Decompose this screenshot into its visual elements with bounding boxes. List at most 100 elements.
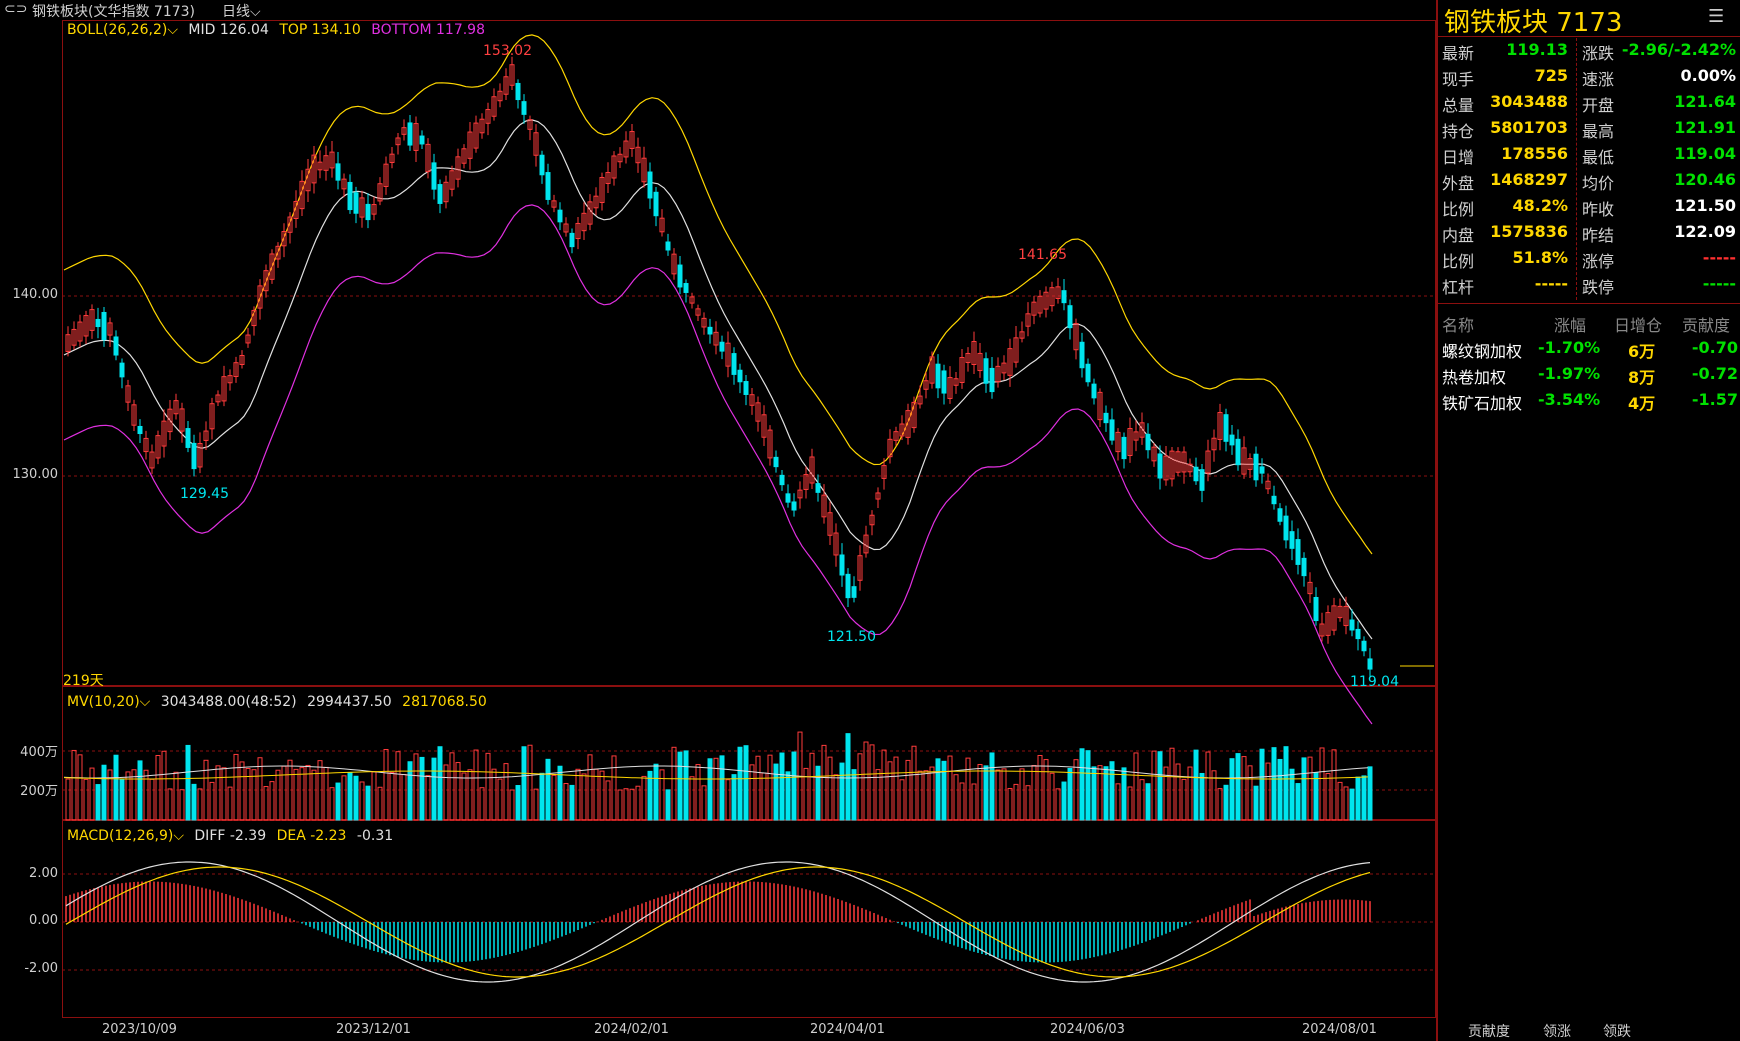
tab-leading-down[interactable]: 领跌 [1603, 1024, 1631, 1040]
tab-leading-up[interactable]: 领涨 [1543, 1024, 1571, 1040]
period-selector[interactable]: 日线⌵ [222, 4, 261, 20]
quote-row: 涨停 ----- [1582, 248, 1736, 274]
mv-ma10: 2994437.50 [307, 694, 392, 710]
volume-bar [1157, 751, 1163, 821]
volume-bar [101, 764, 107, 821]
volume-bar [1277, 758, 1283, 821]
volume-bar [359, 781, 365, 821]
volume-bar [533, 788, 539, 821]
candle-body [725, 342, 731, 367]
volume-bar [833, 774, 839, 821]
contrib-header: 贡献度 [1682, 316, 1731, 335]
macd-value: -0.31 [356, 828, 394, 844]
quote-row: 比例 48.2% [1442, 196, 1574, 222]
candle-body [455, 156, 461, 180]
volume-bar [689, 776, 695, 821]
volume-bar [431, 757, 437, 821]
candle-body [347, 181, 353, 211]
volume-bar [1325, 773, 1331, 821]
volume-bar [629, 788, 635, 821]
chevron-down-icon[interactable]: ⌵ [173, 828, 184, 844]
volume-bar [611, 755, 617, 821]
macd-diff-line [65, 861, 1371, 983]
trough-label: 121.50 [827, 629, 876, 645]
candle-body [257, 285, 263, 309]
candle-body [959, 357, 965, 383]
candle-body [1085, 363, 1091, 383]
volume-bar [191, 783, 197, 821]
candle-body [923, 380, 929, 390]
volume-bar [107, 769, 113, 821]
chevron-down-icon[interactable]: ⌵ [167, 22, 178, 38]
boll-top: TOP 134.10 [279, 22, 361, 38]
candle-body [647, 171, 653, 199]
volume-bar [485, 752, 491, 821]
volume-bar [443, 764, 449, 821]
candle-body [653, 191, 659, 217]
candle-body [839, 554, 845, 576]
candle-body [413, 123, 419, 151]
candle-body [83, 315, 89, 337]
volume-bar [77, 754, 83, 821]
macd-dea: DEA -2.23 [276, 828, 347, 844]
candle-body [125, 385, 131, 403]
candle-body [149, 451, 155, 469]
volume-bar [1193, 749, 1199, 821]
macd-label[interactable]: MACD(12,26,9) [67, 828, 174, 844]
price-chart-area[interactable] [62, 20, 1436, 686]
quote-value: 121.64 [1674, 92, 1736, 111]
candle-body [773, 456, 779, 468]
volume-chart-area[interactable] [62, 686, 1436, 820]
candle-body [1265, 480, 1271, 490]
volume-bar [731, 774, 737, 821]
volume-bar [773, 763, 779, 821]
candle-body [323, 155, 329, 171]
candle-body [167, 408, 173, 433]
contrib-row[interactable]: 螺纹钢加权 -1.70% 6万 -0.70 [1442, 338, 1738, 364]
contrib-row[interactable]: 热卷加权 -1.97% 8万 -0.72 [1442, 364, 1738, 390]
menu-icon[interactable]: ☰ [1708, 6, 1725, 27]
candle-body [275, 245, 281, 260]
contrib-row[interactable]: 铁矿石加权 -3.54% 4万 -1.57 [1442, 390, 1738, 416]
candle-body [779, 474, 785, 486]
candle-body [449, 170, 455, 190]
chevron-down-icon[interactable]: ⌵ [139, 694, 151, 710]
volume-ma10-line [63, 765, 1369, 779]
volume-bar [407, 761, 413, 821]
volume-bar [1343, 786, 1349, 821]
quote-value: 51.8% [1512, 248, 1568, 267]
candle-body [419, 135, 425, 145]
volume-bar [827, 756, 833, 821]
volume-bar [125, 771, 131, 821]
volume-bar [665, 789, 671, 821]
candle-body [485, 109, 491, 124]
volume-bar [1037, 754, 1043, 821]
volume-bar [329, 787, 335, 821]
candle-body [767, 429, 773, 459]
candle-body [587, 201, 593, 225]
candle-body [665, 241, 671, 251]
candle-body [953, 378, 959, 386]
boll-label[interactable]: BOLL(26,26,2) [67, 22, 168, 38]
volume-bar [1115, 783, 1121, 821]
volume-bar [287, 759, 293, 821]
volume-ma20-line [63, 770, 1369, 780]
candle-body [575, 222, 581, 240]
tab-contribution[interactable]: 贡献度 [1468, 1024, 1510, 1040]
panel-title: 钢铁板块 7173 [1444, 8, 1623, 38]
contrib-value: -1.57 [1691, 390, 1738, 409]
link-icon[interactable]: ⊂⊃ [4, 1, 28, 17]
candle-body [965, 352, 971, 364]
mv-label[interactable]: MV(10,20) [67, 694, 140, 710]
volume-bar [1301, 757, 1307, 821]
candle-body [1061, 290, 1067, 304]
candle-body [761, 414, 767, 438]
macd-chart-area[interactable] [62, 820, 1436, 1018]
trough-label: 129.45 [180, 486, 229, 502]
quote-value: 122.09 [1674, 222, 1736, 241]
candle-body [251, 309, 257, 327]
panel-divider [1438, 36, 1740, 37]
candle-body [287, 216, 293, 233]
chart-canvas [62, 34, 1436, 983]
volume-bar [1259, 748, 1265, 821]
